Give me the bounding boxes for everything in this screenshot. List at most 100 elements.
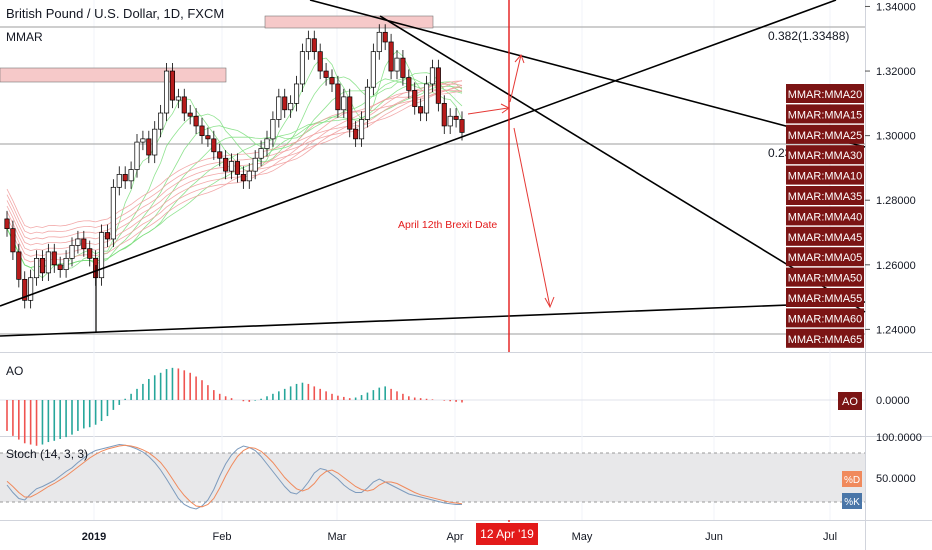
candle-body (240, 174, 246, 182)
candle-body (163, 70, 170, 114)
mma-label: MMAR:MMA15 (788, 109, 863, 121)
candle-body (435, 67, 441, 104)
candle-body (10, 228, 16, 253)
mma-ribbon (6, 50, 463, 279)
candle-body (394, 57, 400, 72)
candle-body (122, 174, 128, 182)
candle-body (158, 112, 164, 130)
mma-line (6, 86, 463, 263)
time-tick-label: Jul (823, 531, 837, 543)
candle-body (293, 83, 300, 104)
candle-body (146, 138, 152, 156)
candle-body (205, 135, 211, 140)
stoch-k-tag-box (842, 493, 862, 509)
mma-line (6, 80, 463, 235)
candle-body (175, 96, 181, 101)
candle-body (418, 106, 424, 114)
mma-label-box (786, 267, 864, 287)
candle-body (323, 70, 329, 78)
candle-body (353, 128, 359, 140)
price-tick-label: 1.34000 (876, 1, 916, 13)
candle-body (423, 83, 430, 114)
candle-body (63, 257, 69, 271)
stoch-pane-label: Stoch (14, 3, 3) (6, 447, 89, 461)
zone-top (264, 15, 434, 29)
mma-line (6, 72, 463, 269)
mma-line (6, 83, 463, 246)
candle-body (453, 115, 459, 120)
candle-body (4, 218, 10, 229)
candle-body (75, 238, 81, 246)
mma-label: MMAR:MMA05 (788, 252, 863, 264)
stoch-axis-tick-100: 100.0000 (876, 432, 922, 444)
stoch-axis-tick-50: 50.0000 (876, 473, 916, 485)
mma-line (6, 85, 463, 229)
time-tick-label: Mar (328, 531, 347, 543)
mma-label-box (786, 206, 864, 226)
stoch-band (0, 453, 865, 502)
indicator-label: MMAR (6, 30, 43, 44)
trend-lines (0, 0, 866, 337)
candle-body (116, 174, 122, 188)
candle-body (252, 157, 258, 172)
candle-body (228, 161, 235, 172)
candle-body (22, 278, 28, 301)
mma-label: MMAR:MMA60 (788, 313, 863, 325)
ao-histogram (6, 367, 463, 446)
mma-label: MMAR:MMA35 (788, 191, 863, 203)
stoch-k-tag: %K (844, 497, 860, 508)
candle-body (199, 125, 205, 136)
stoch-d-line (6, 444, 463, 508)
candle-body (181, 96, 187, 114)
candle-body (81, 238, 87, 250)
mma-label-box (786, 226, 864, 246)
mma-label-box (786, 84, 864, 103)
candle-body (388, 41, 394, 72)
candle-body (429, 67, 436, 85)
candle-body (329, 77, 335, 85)
candle-body (441, 102, 447, 127)
price-tick-label: 1.24000 (876, 324, 916, 336)
candle-body (98, 232, 105, 279)
mma-label-box (786, 288, 864, 307)
candle-body (169, 70, 176, 101)
mma-label-stack: MMAR:MMA20 MMAR:MMA15 MMAR:MMA25 MMAR:MMA30… (786, 84, 864, 348)
candle-body (187, 112, 193, 117)
candle-body (57, 264, 63, 271)
chart-title: British Pound / U.S. Dollar, 1D, FXCM (6, 6, 225, 21)
candle-body (51, 251, 57, 266)
candle-body (370, 51, 376, 88)
candle-body (264, 138, 270, 149)
candle-body (299, 51, 306, 85)
candle-body (347, 96, 353, 130)
price-tick-label: 1.32000 (876, 66, 916, 78)
ao-pane-label: AO (6, 364, 24, 378)
mma-line (6, 50, 463, 279)
candle-body (45, 251, 51, 274)
candle-body (341, 96, 347, 111)
date-marker-badge: 12 Apr '19 (476, 523, 538, 545)
candle-body (311, 38, 317, 53)
candle-body (69, 245, 75, 259)
time-tick-label: May (572, 531, 593, 543)
candle-body (305, 38, 311, 53)
time-tick-label: Jun (705, 531, 723, 543)
candle-body (364, 86, 371, 120)
candle-body (406, 77, 412, 91)
mma-label: MMAR:MMA30 (788, 150, 863, 162)
mma-label: MMAR:MMA25 (788, 130, 863, 142)
mma-line (6, 77, 463, 269)
candle-body (234, 161, 241, 175)
candle-body (382, 31, 388, 43)
ao-tag: AO (842, 396, 858, 408)
projection-arrows (467, 54, 555, 309)
candle-body (140, 138, 146, 143)
mma-label: MMAR:MMA45 (788, 232, 863, 244)
candle-body (282, 96, 288, 111)
candle-body (211, 138, 217, 153)
mma-label: MMAR:MMA20 (788, 89, 863, 101)
candle-body (223, 157, 229, 172)
candle-body (270, 119, 276, 140)
price-axis: 1.34000 1.32000 1.30000 1.28000 1.26000 1.240… (865, 1, 916, 336)
candle-body (128, 169, 134, 182)
